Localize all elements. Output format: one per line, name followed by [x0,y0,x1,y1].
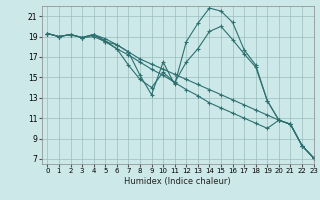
X-axis label: Humidex (Indice chaleur): Humidex (Indice chaleur) [124,177,231,186]
